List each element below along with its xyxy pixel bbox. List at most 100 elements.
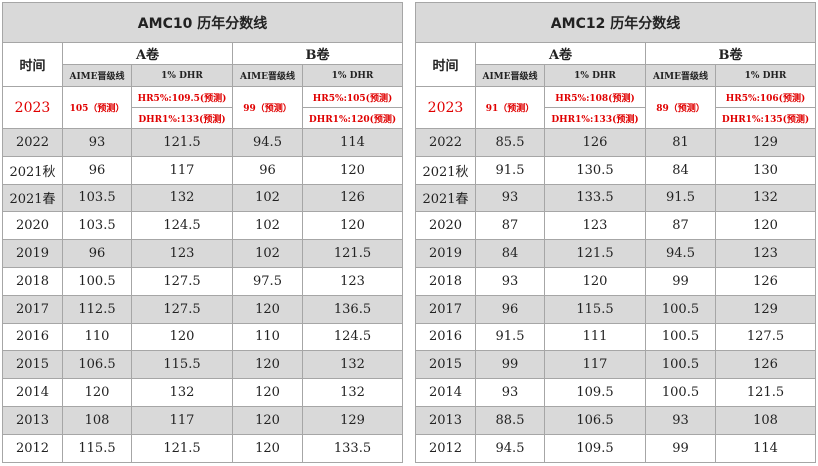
table-row: 2013 108 117 120 129 [2, 405, 404, 435]
b-dhr-cell: 123 [301, 266, 404, 296]
a-dhr-cell: 123 [131, 239, 233, 268]
a-aime-cell: 96 [62, 155, 132, 185]
b-dhr-cell: 132 [301, 378, 404, 407]
a-dhr-cell: 130.5 [544, 155, 646, 185]
b-aime-cell: 97.5 [232, 266, 303, 296]
a-aime-cell: 84 [475, 239, 545, 268]
a-dhr-cell: 117 [131, 405, 233, 435]
a-aime-cell: 85.5 [475, 128, 545, 157]
a-dhr-cell: 121.5 [544, 239, 646, 268]
b-aime-cell: 96 [232, 155, 303, 185]
b-aime-cell: 100.5 [645, 378, 716, 407]
a-dhr-cell: 133.5 [544, 183, 646, 213]
year-cell: 2019 [2, 239, 63, 268]
a-hr-prediction: HR5%:108(预测) [544, 86, 646, 108]
header-row: 时间 A卷 B卷 [415, 42, 817, 87]
table-row: 2016 91.5 111 100.5 127.5 [415, 322, 817, 352]
b-dhr-cell: 121.5 [714, 378, 817, 407]
a-aime-cell: 108 [62, 405, 132, 435]
a-aime-cell: 93 [475, 266, 545, 296]
b-dhr-cell: 129 [301, 405, 404, 435]
a-dhr-cell: 132 [131, 378, 233, 407]
b-dhr-prediction: DHR1%:120(预测) [301, 107, 404, 129]
table-row: 2013 88.5 106.5 93 108 [415, 405, 817, 435]
a-aime-cell: 93 [475, 378, 545, 407]
a-dhr-cell: 109.5 [544, 378, 646, 407]
year-cell: 2012 [415, 433, 476, 463]
table-row: 2021秋 96 117 96 120 [2, 155, 404, 185]
a-paper-header: A卷 [62, 42, 233, 65]
a-aime-cell: 110 [62, 322, 132, 352]
table-row: 2020 87 123 87 120 [415, 211, 817, 241]
a-aime-cell: 96 [62, 239, 132, 268]
year-cell: 2022 [415, 128, 476, 157]
year-cell: 2017 [2, 294, 63, 324]
b-aime-cell: 99 [645, 433, 716, 463]
table-row: 2016 110 120 110 124.5 [2, 322, 404, 352]
b-dhr-cell: 108 [714, 405, 817, 435]
b-aime-cell: 120 [232, 405, 303, 435]
b-aime-cell: 93 [645, 405, 716, 435]
a-aime-cell: 103.5 [62, 211, 132, 241]
b-aime-header: AIME晋级线 [232, 64, 303, 87]
subheader-row: AIME晋级线 1% DHR AIME晋级线 1% DHR [3, 64, 404, 87]
a-dhr-cell: 126 [544, 128, 646, 157]
b-aime-cell: 110 [232, 322, 303, 352]
a-aime-cell: 99 [475, 350, 545, 380]
b-dhr-cell: 114 [301, 128, 404, 157]
year-cell: 2020 [415, 211, 476, 241]
b-dhr-cell: 126 [714, 350, 817, 380]
a-aime-cell: 93 [62, 128, 132, 157]
year-cell: 2013 [415, 405, 476, 435]
b-aime-cell: 94.5 [232, 128, 303, 157]
b-aime-cell: 87 [645, 211, 716, 241]
table-row: 2021春 103.5 132 102 126 [2, 183, 404, 213]
b-aime-cell: 91.5 [645, 183, 716, 213]
table-row: 2022 93 121.5 94.5 114 [2, 128, 404, 157]
b-dhr-cell: 123 [714, 239, 817, 268]
a-aime-cell: 88.5 [475, 405, 545, 435]
b-aime-prediction: 99（预测） [232, 86, 303, 129]
year-cell: 2023 [415, 86, 476, 129]
year-cell: 2015 [2, 350, 63, 380]
table-row: 2021春 93 133.5 91.5 132 [415, 183, 817, 213]
a-dhr-cell: 121.5 [131, 433, 233, 463]
b-dhr-cell: 121.5 [301, 239, 404, 268]
a-aime-cell: 115.5 [62, 433, 132, 463]
a-dhr-cell: 109.5 [544, 433, 646, 463]
a-aime-cell: 106.5 [62, 350, 132, 380]
prediction-row-2: DHR1%:133(预测) DHR1%:135(预测) [416, 107, 817, 129]
table-row: 2021秋 91.5 130.5 84 130 [415, 155, 817, 185]
a-aime-prediction: 105（预测） [62, 86, 132, 129]
table-row: 2015 106.5 115.5 120 132 [2, 350, 404, 380]
year-cell: 2023 [2, 86, 63, 129]
a-dhr-cell: 115.5 [544, 294, 646, 324]
table-row: 2017 96 115.5 100.5 129 [415, 294, 817, 324]
table-title: AMC10 历年分数线 [1, 2, 404, 43]
title-row: AMC10 历年分数线 [1, 2, 404, 43]
year-cell: 2014 [2, 378, 63, 407]
b-aime-cell: 120 [232, 378, 303, 407]
year-cell: 2013 [2, 405, 63, 435]
a-dhr-cell: 123 [544, 211, 646, 241]
b-dhr-cell: 136.5 [301, 294, 404, 324]
year-cell: 2020 [2, 211, 63, 241]
table-row: 2022 85.5 126 81 129 [415, 128, 817, 157]
a-aime-cell: 91.5 [475, 155, 545, 185]
a-dhr-prediction: DHR1%:133(预测) [131, 107, 233, 129]
year-cell: 2021秋 [415, 155, 476, 185]
table-row: 2014 120 132 120 132 [2, 378, 404, 407]
b-dhr-cell: 120 [301, 155, 404, 185]
b-aime-cell: 120 [232, 294, 303, 324]
a-aime-cell: 120 [62, 378, 132, 407]
a-aime-cell: 94.5 [475, 433, 545, 463]
b-aime-cell: 120 [232, 433, 303, 463]
b-aime-cell: 120 [232, 350, 303, 380]
table-row: 2017 112.5 127.5 120 136.5 [2, 294, 404, 324]
b-paper-header: B卷 [644, 42, 817, 65]
b-aime-cell: 100.5 [645, 322, 716, 352]
b-aime-cell: 84 [645, 155, 716, 185]
a-aime-cell: 100.5 [62, 266, 132, 296]
a-dhr-cell: 127.5 [131, 294, 233, 324]
b-aime-cell: 100.5 [645, 294, 716, 324]
